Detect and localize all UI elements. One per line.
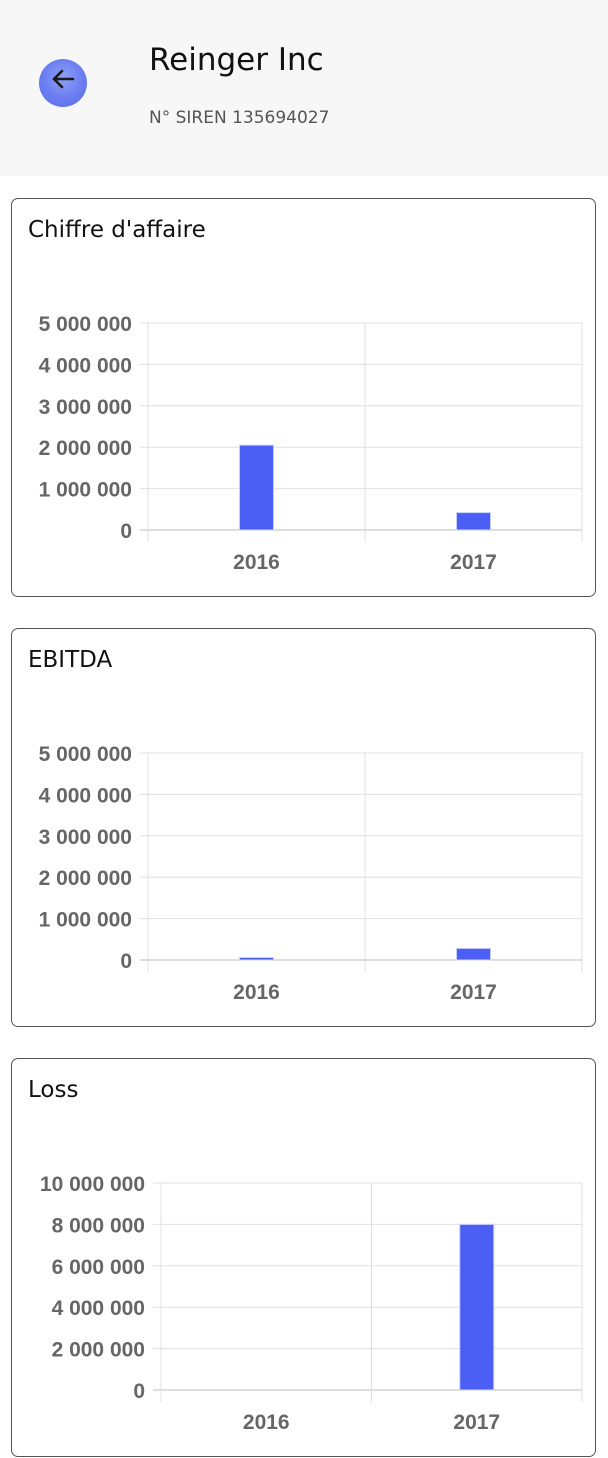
chart-title: Chiffre d'affaire <box>28 217 206 243</box>
bar-2017[interactable] <box>459 1223 495 1391</box>
bar-2017[interactable] <box>456 512 491 531</box>
y-tick-label: 3 000 000 <box>39 826 132 849</box>
x-tick-label: 2017 <box>453 1411 500 1434</box>
company-name: Reinger Inc <box>149 42 324 78</box>
y-tick-label: 0 <box>120 950 132 973</box>
y-tick-label: 4 000 000 <box>39 354 132 377</box>
x-tick-label: 2016 <box>233 981 280 1004</box>
bar-chart-ebitda: 0 1 000 000 2 000 000 3 000 000 4 000 000 5 0… <box>39 743 583 1004</box>
arrow-left-icon <box>52 69 75 89</box>
bar-2017[interactable] <box>456 947 491 961</box>
y-tick-label: 1 000 000 <box>39 909 132 932</box>
bar-chart-loss: 0 2 000 000 4 000 000 6 000 000 8 000 000 10 … <box>40 1173 583 1434</box>
y-tick-label: 5 000 000 <box>39 313 132 336</box>
x-tick-label: 2016 <box>243 1411 290 1434</box>
y-tick-label: 1 000 000 <box>39 479 132 502</box>
chart-card-ebitda: EBITDA 0 1 000 000 2 000 000 3 000 000 4 000… <box>11 628 596 1027</box>
y-tick-label: 4 000 000 <box>52 1297 145 1320</box>
y-tick-label: 10 000 000 <box>40 1173 145 1196</box>
y-tick-label: 6 000 000 <box>52 1256 145 1279</box>
x-tick-label: 2017 <box>450 551 497 574</box>
y-tick-label: 2 000 000 <box>39 867 132 890</box>
chart-title: EBITDA <box>28 647 113 673</box>
y-tick-label: 0 <box>133 1380 145 1403</box>
bar-chart-revenue: 0 1 000 000 2 000 000 3 000 000 4 000 000 5 0… <box>39 313 583 574</box>
y-tick-label: 3 000 000 <box>39 396 132 419</box>
app-header: Reinger Inc N° SIREN 135694027 <box>0 0 608 176</box>
y-tick-label: 5 000 000 <box>39 743 132 766</box>
y-tick-label: 2 000 000 <box>52 1339 145 1362</box>
x-tick-label: 2016 <box>233 551 280 574</box>
y-tick-label: 8 000 000 <box>52 1214 145 1237</box>
chart-card-loss: Loss 0 2 000 000 4 000 000 6 000 000 8 000 0… <box>11 1058 596 1457</box>
chart-card-revenue: Chiffre d'affaire 0 1 000 000 2 000 000 3 0… <box>11 198 596 597</box>
x-tick-label: 2017 <box>450 981 497 1004</box>
y-tick-label: 2 000 000 <box>39 437 132 460</box>
y-tick-label: 4 000 000 <box>39 784 132 807</box>
chart-title: Loss <box>28 1077 79 1103</box>
bar-2016[interactable] <box>239 444 274 531</box>
siren-number: N° SIREN 135694027 <box>149 108 330 128</box>
y-tick-label: 0 <box>120 520 132 543</box>
bar-2016[interactable] <box>239 957 274 961</box>
back-button[interactable] <box>39 59 87 107</box>
